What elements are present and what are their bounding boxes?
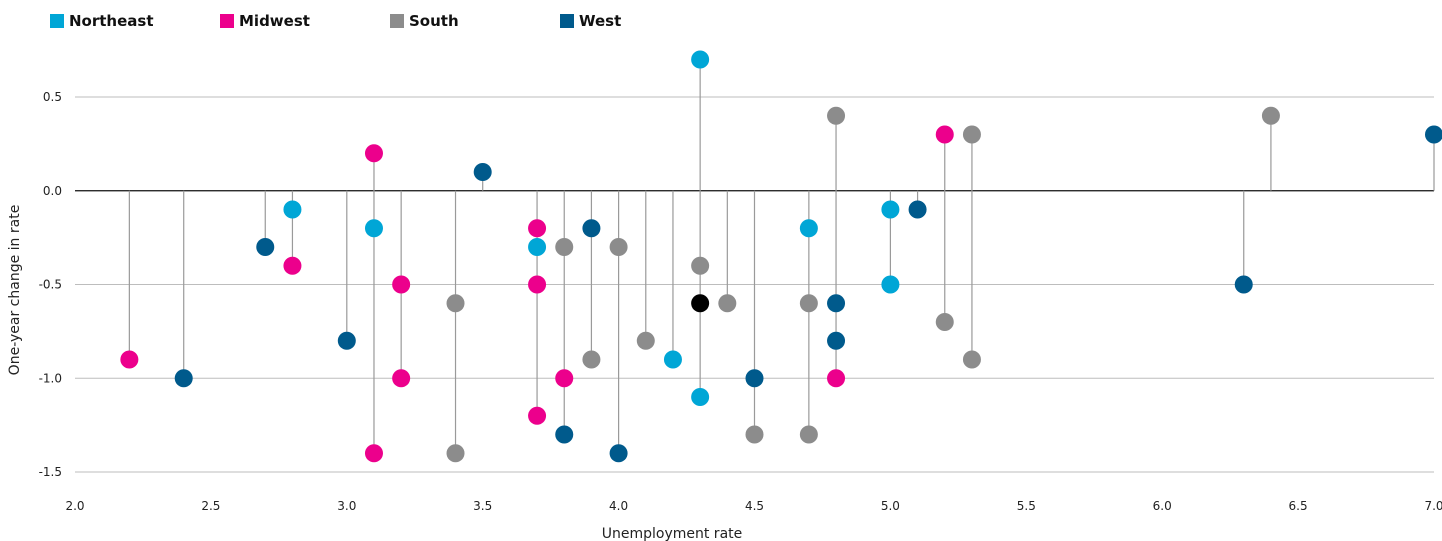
y-axis-title: One-year change in rate — [7, 205, 23, 376]
west-point — [473, 163, 492, 181]
legend-label: South — [409, 12, 459, 30]
south-point — [446, 444, 465, 463]
legend-swatch — [560, 14, 574, 28]
south-point — [935, 313, 954, 331]
midwest-point — [555, 369, 574, 388]
west-point — [827, 294, 846, 313]
x-tick-label: 3.5 — [473, 499, 492, 513]
x-tick-label: 5.5 — [1017, 499, 1036, 513]
legend-item-northeast: Northeast — [50, 12, 154, 30]
northeast-point — [663, 350, 682, 369]
south-point — [636, 331, 655, 350]
northeast-point — [528, 238, 547, 256]
y-tick-label: -1.0 — [39, 371, 62, 385]
midwest-point — [364, 144, 383, 163]
west-point — [609, 444, 628, 463]
midwest-point — [392, 275, 411, 294]
x-tick-label: 7.0 — [1424, 499, 1442, 513]
legend-swatch — [50, 14, 64, 28]
northeast-point — [283, 200, 302, 219]
northeast-point — [881, 275, 900, 294]
south-point — [446, 294, 465, 313]
legend-item-midwest: Midwest — [220, 12, 310, 30]
x-tick-label: 3.0 — [337, 499, 356, 513]
y-tick-label: 0.5 — [43, 90, 62, 104]
midwest-point — [827, 369, 846, 388]
west-point — [908, 200, 927, 219]
x-tick-label: 6.0 — [1153, 499, 1172, 513]
northeast-point — [691, 50, 710, 69]
west-point — [174, 369, 193, 388]
midwest-point — [935, 125, 954, 144]
south-point — [799, 425, 818, 444]
south-point — [609, 238, 628, 256]
midwest-point — [364, 444, 383, 463]
x-tick-label: 2.0 — [65, 499, 84, 513]
south-point — [827, 106, 846, 125]
highlight-point — [691, 294, 710, 313]
x-tick-label: 2.5 — [201, 499, 220, 513]
northeast-point — [799, 219, 818, 238]
legend-item-west: West — [560, 12, 621, 30]
south-point — [718, 294, 737, 313]
x-tick-label: 4.0 — [609, 499, 628, 513]
midwest-point — [528, 406, 547, 425]
legend-label: Northeast — [69, 12, 154, 30]
midwest-point — [528, 275, 547, 294]
midwest-point — [120, 350, 139, 369]
west-point — [555, 425, 574, 444]
west-point — [582, 219, 601, 238]
northeast-point — [691, 388, 710, 406]
south-point — [962, 350, 981, 369]
x-tick-label: 5.0 — [881, 499, 900, 513]
west-point — [1234, 275, 1253, 294]
west-point — [256, 238, 275, 256]
x-tick-label: 6.5 — [1289, 499, 1308, 513]
south-point — [691, 256, 710, 275]
south-point — [799, 294, 818, 313]
y-tick-label: -0.5 — [39, 278, 62, 292]
west-point — [337, 331, 356, 350]
south-point — [582, 350, 601, 369]
northeast-point — [881, 200, 900, 219]
west-point — [1425, 125, 1442, 144]
northeast-point — [364, 219, 383, 238]
y-tick-label: 0.0 — [43, 184, 62, 198]
west-point — [745, 369, 764, 388]
midwest-point — [528, 219, 547, 238]
legend-label: West — [579, 12, 622, 30]
x-axis-title: Unemployment rate — [602, 526, 743, 541]
legend-swatch — [220, 14, 234, 28]
legend-swatch — [390, 14, 404, 28]
south-point — [555, 238, 574, 256]
south-point — [1261, 106, 1280, 125]
midwest-point — [392, 369, 411, 388]
y-tick-label: -1.5 — [39, 465, 62, 479]
south-point — [745, 425, 764, 444]
midwest-point — [283, 256, 302, 275]
x-tick-label: 4.5 — [745, 499, 764, 513]
west-point — [827, 331, 846, 350]
south-point — [962, 125, 981, 144]
legend-label: Midwest — [239, 12, 310, 30]
legend-item-south: South — [390, 12, 459, 30]
